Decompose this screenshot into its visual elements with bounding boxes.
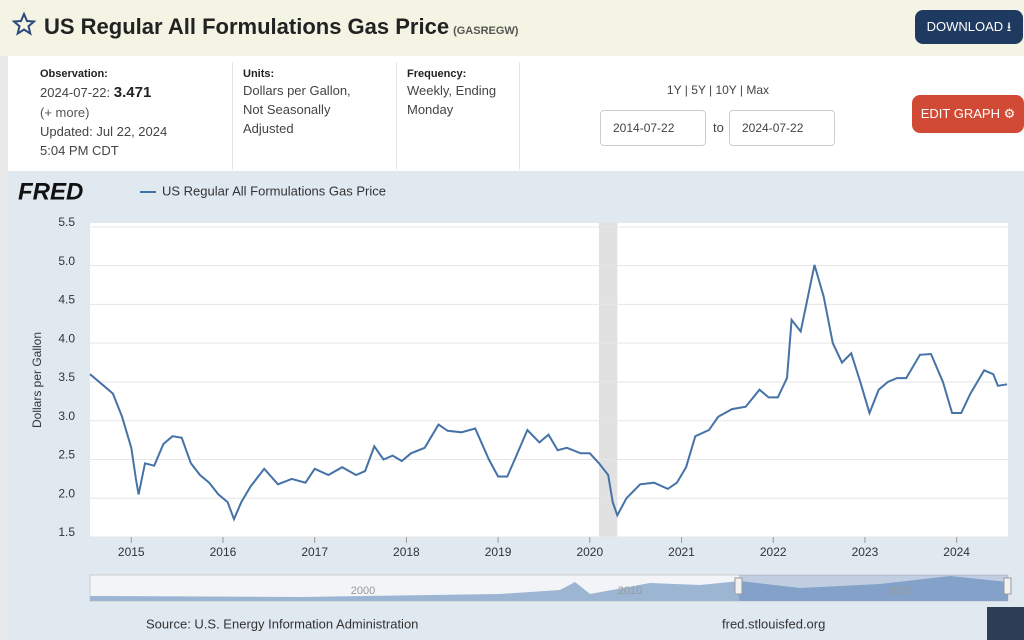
updated-time: 5:04 PM CDT <box>40 143 119 158</box>
line-series <box>89 264 1008 522</box>
y-tick-label: 3.0 <box>58 409 75 423</box>
series-code: (GASREGW) <box>453 25 519 37</box>
edit-graph-button[interactable]: EDIT GRAPH ⚙ <box>912 95 1024 133</box>
fullscreen-button <box>987 607 1024 640</box>
navigator-window <box>739 575 1008 601</box>
range-buttons: 1Y | 5Y | 10Y | Max <box>600 83 836 97</box>
edit-label: EDIT GRAPH <box>920 106 1000 121</box>
navigator-label: 2000 <box>351 585 375 597</box>
x-tick-label: 2024 <box>943 545 970 559</box>
divider: | <box>681 83 692 97</box>
x-tick-label: 2020 <box>576 545 603 559</box>
title-text: US Regular All Formulations Gas Price <box>44 14 450 39</box>
favorite-star[interactable] <box>12 12 36 36</box>
page-title: US Regular All Formulations Gas Price (GA… <box>44 14 518 40</box>
frequency-label: Frequency: <box>407 68 467 80</box>
y-tick-label: 4.0 <box>58 331 75 345</box>
divider: | <box>705 83 716 97</box>
plot-area <box>90 223 1008 537</box>
start-date-input[interactable]: 2014-07-22 <box>600 110 706 146</box>
x-tick-label: 2023 <box>852 545 879 559</box>
header-bar <box>0 0 1024 56</box>
more-link[interactable]: (+ more) <box>40 105 90 120</box>
x-tick-label: 2021 <box>668 545 695 559</box>
end-date-input[interactable]: 2024-07-22 <box>729 110 835 146</box>
legend-label: US Regular All Formulations Gas Price <box>162 183 386 198</box>
range-button[interactable]: 1Y <box>666 83 682 97</box>
y-tick-label: 2.5 <box>58 448 75 462</box>
units: Dollars per Gallon, Not Seasonally Adjus… <box>243 83 351 136</box>
x-tick-label: 2019 <box>485 545 512 559</box>
y-tick-label: 5.5 <box>58 215 75 229</box>
divider: | <box>736 83 747 97</box>
window-edge <box>0 56 8 640</box>
x-tick-label: 2015 <box>118 545 145 559</box>
navigator-handle[interactable] <box>1003 577 1012 595</box>
navigator-label: 2010 <box>618 585 642 597</box>
x-tick-label: 2018 <box>393 545 420 559</box>
observation: 2024-07-22: 3.471 <box>40 83 151 102</box>
source: Source: U.S. Energy Information Administ… <box>146 616 418 631</box>
separator <box>232 62 233 170</box>
range-button[interactable]: 5Y <box>691 83 706 97</box>
range-button[interactable]: 10Y <box>715 83 737 97</box>
observation-label: Observation: <box>40 68 108 80</box>
download-button[interactable]: DOWNLOAD ⭳ <box>915 10 1023 44</box>
y-axis-label: Dollars per Gallon <box>30 332 44 428</box>
units-label: Units: <box>243 68 275 80</box>
y-tick-label: 5.0 <box>58 254 75 268</box>
y-tick-label: 2.0 <box>58 486 75 500</box>
x-tick-label: 2022 <box>760 545 787 559</box>
navigator-label: 2020 <box>888 585 912 597</box>
navigator-handle[interactable] <box>734 577 743 595</box>
observation-value: 3.471 <box>113 84 152 101</box>
range-button[interactable]: Max <box>746 83 770 97</box>
separator <box>396 62 397 170</box>
fred-logo: FRED <box>18 178 83 205</box>
x-tick-label: 2016 <box>210 545 237 559</box>
x-tick-label: 2017 <box>301 545 328 559</box>
updated: Updated: Jul 22, 2024 <box>40 124 168 139</box>
download-label: DOWNLOAD <box>926 19 1004 34</box>
to-label: to <box>713 120 724 135</box>
observation-date: 2024-07-22: <box>40 85 111 100</box>
y-tick-label: 3.5 <box>58 370 75 384</box>
navigator-area <box>90 576 1008 601</box>
separator <box>519 62 520 170</box>
site-link[interactable]: fred.stlouisfed.org <box>722 616 825 631</box>
y-tick-label: 4.5 <box>58 293 75 307</box>
frequency: Weekly, Ending Monday <box>407 83 497 117</box>
recession-band <box>598 223 618 537</box>
y-tick-label: 1.5 <box>58 525 75 539</box>
